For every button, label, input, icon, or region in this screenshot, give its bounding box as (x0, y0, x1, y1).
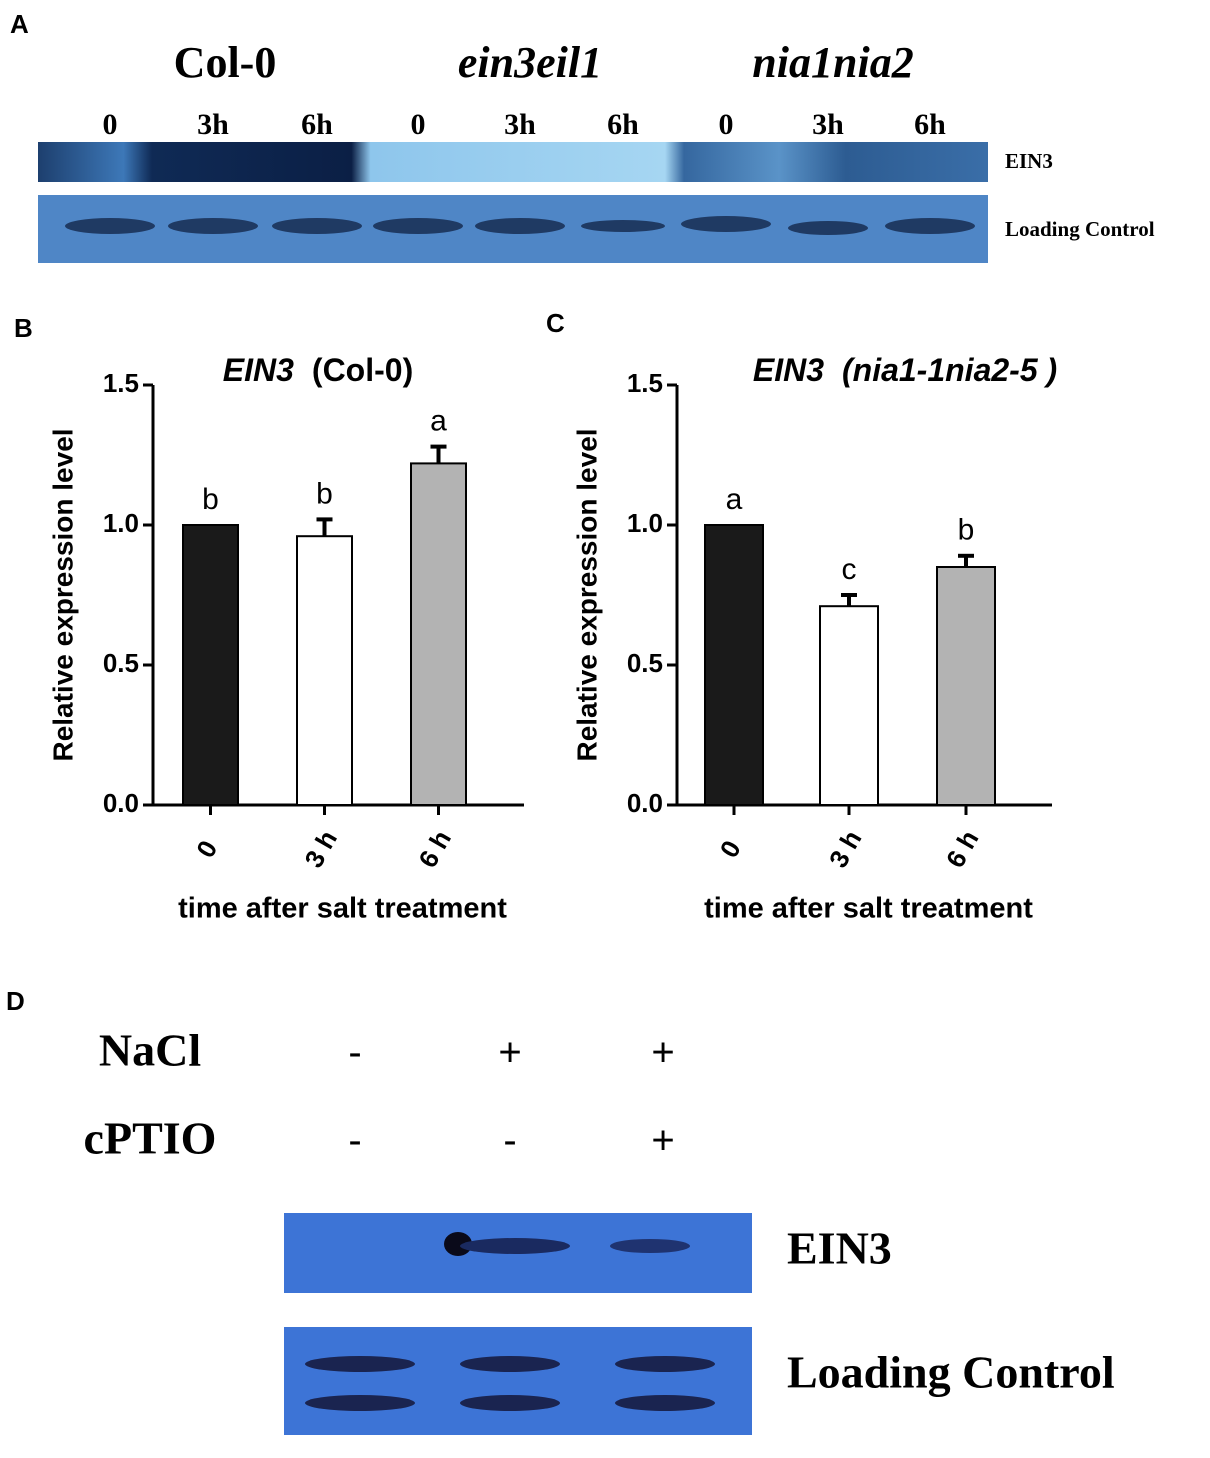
panel-label: B (14, 313, 33, 343)
lane-label: 3h (504, 108, 536, 141)
x-tick-label: 6 h (412, 825, 457, 873)
title-part: (Col-0) (312, 352, 413, 388)
significance-label: b (958, 514, 975, 547)
treatment-sign: - (348, 1119, 361, 1163)
chart: C EIN3 (nia1-1nia2-5 ) Relative expression … (546, 308, 1057, 925)
blot-band (444, 1232, 472, 1256)
bar (182, 524, 239, 806)
lane-label: 6h (301, 108, 333, 141)
y-tick-label: 1.5 (627, 368, 663, 398)
x-axis-label: time after salt treatment (704, 893, 1033, 925)
lane-label: 6h (607, 108, 639, 141)
y-tick-label: 0.5 (103, 648, 139, 678)
chart-title: EIN3 (nia1-1nia2-5 ) (753, 352, 1057, 388)
lane-label: 0 (103, 108, 118, 141)
bar (936, 566, 996, 806)
significance-label: a (430, 405, 447, 438)
row-label: cPTIO (84, 1113, 217, 1164)
lane-label: 0 (411, 108, 426, 141)
y-tick-label: 0.0 (103, 788, 139, 818)
bar (410, 462, 467, 806)
bar (819, 605, 879, 807)
x-tick-label: 0 (190, 835, 223, 863)
bar (704, 524, 764, 806)
y-tick-label: 0.0 (627, 788, 663, 818)
blot-band (460, 1238, 570, 1254)
x-tick-label: 0 (714, 835, 747, 863)
panel-label: D (6, 986, 25, 1016)
bar (296, 535, 353, 806)
band-label: EIN3 (1005, 149, 1053, 173)
chart-title: EIN3 (Col-0) (223, 352, 413, 388)
treatment-sign: + (651, 1031, 674, 1075)
group-label: nia1nia2 (752, 38, 913, 87)
blot-strip (38, 142, 988, 182)
blot-bands (305, 1356, 715, 1411)
band-label: EIN3 (787, 1223, 892, 1274)
y-tick-label: 0.5 (627, 648, 663, 678)
treatment-sign: - (503, 1119, 516, 1163)
x-axis-label: time after salt treatment (178, 893, 507, 925)
y-axis-label: Relative expression level (571, 428, 602, 761)
group-label: ein3eil1 (458, 38, 602, 87)
blot-strip (284, 1327, 752, 1435)
band-label: Loading Control (787, 1347, 1115, 1398)
treatment-sign: + (651, 1119, 674, 1163)
lane-label: 3h (812, 108, 844, 141)
panel-label: A (10, 9, 29, 39)
blot-bands (65, 216, 975, 235)
x-tick-label: 6 h (940, 825, 985, 873)
chart: B EIN3 (Col-0) Relative expression level tim… (14, 313, 524, 925)
significance-label: c (842, 553, 857, 586)
significance-label: b (202, 483, 219, 516)
group-label: Col-0 (174, 38, 277, 87)
panel-a (38, 142, 988, 263)
lane-label: 0 (719, 108, 734, 141)
title-part: EIN3 (753, 352, 824, 388)
y-tick-label: 1.0 (103, 508, 139, 538)
treatment-sign: - (348, 1031, 361, 1075)
x-tick-label: 3 h (298, 825, 343, 873)
band-label: Loading Control (1005, 217, 1155, 241)
y-axis-label: Relative expression level (47, 428, 78, 761)
lane-label: 3h (197, 108, 229, 141)
lane-label: 6h (914, 108, 946, 141)
significance-label: b (316, 477, 333, 510)
row-label: NaCl (99, 1025, 201, 1076)
treatment-sign: + (498, 1031, 521, 1075)
title-part: EIN3 (223, 352, 294, 388)
blot-band (610, 1239, 690, 1253)
y-tick-label: 1.0 (627, 508, 663, 538)
title-part: (nia1-1nia2-5 ) (842, 352, 1057, 388)
x-tick-label: 3 h (823, 825, 868, 873)
panel-d-blots (284, 1213, 752, 1435)
significance-label: a (726, 483, 743, 516)
y-tick-label: 1.5 (103, 368, 139, 398)
panel-label: C (546, 308, 565, 338)
